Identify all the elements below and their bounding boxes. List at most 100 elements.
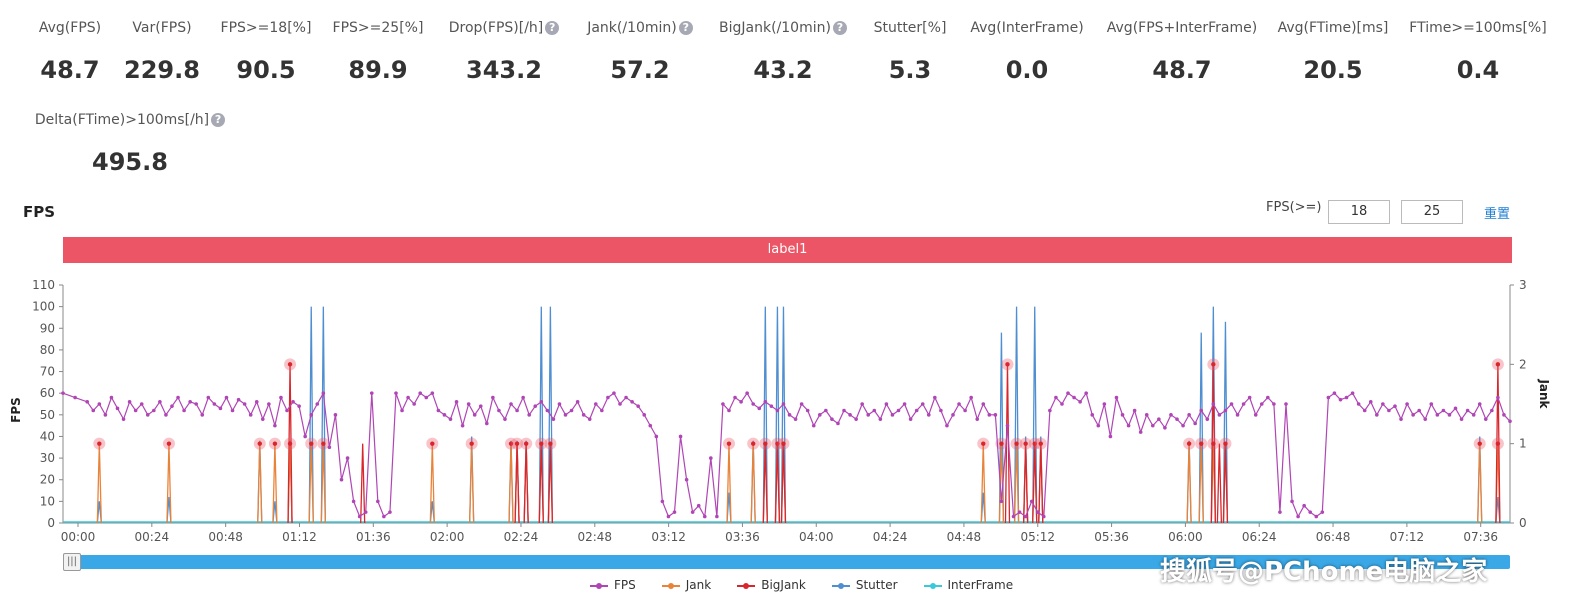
metric-value: 495.8	[92, 148, 168, 176]
series-fps-point	[636, 404, 640, 408]
series-fps-point	[194, 402, 198, 406]
series-fps-point	[587, 417, 592, 421]
series-fps-point	[533, 404, 538, 408]
legend-label: BigJank	[761, 578, 806, 592]
help-icon[interactable]: ?	[545, 21, 560, 35]
series-bigjank-point	[1005, 362, 1010, 367]
series-fps-point	[1114, 395, 1119, 400]
series-fps-point	[509, 402, 513, 406]
metric-label: Avg(FPS)	[38, 20, 102, 36]
series-fps-point	[1423, 417, 1428, 421]
series-bigjank-spike	[1038, 443, 1044, 524]
series-fps-point	[1368, 400, 1373, 404]
metric-label: Avg(InterFrame)	[970, 20, 1084, 36]
time-range-slider[interactable]	[63, 555, 1510, 569]
series-fps-point	[279, 395, 283, 400]
help-icon[interactable]: ?	[211, 113, 226, 127]
metric-value: 343.2	[466, 56, 542, 84]
legend-item-jank[interactable]: Jank	[661, 578, 712, 592]
metric-11: FTime>=100ms[%] 0.4	[1378, 18, 1578, 84]
series-bigjank-spike	[360, 443, 366, 524]
series-fps-point	[1387, 408, 1391, 413]
series-fps-point	[1011, 514, 1016, 519]
reset-button[interactable]: 重置	[1484, 207, 1511, 222]
series-fps-point	[1326, 395, 1331, 400]
series-fps-point	[254, 400, 259, 404]
series-fps-point	[848, 413, 852, 417]
series-fps-point	[182, 408, 186, 413]
series-fps-line	[62, 391, 1511, 519]
series-fps-point	[1490, 408, 1494, 413]
series-jank-point	[1223, 441, 1228, 446]
series-jank-spike	[429, 443, 435, 524]
series-fps-point	[781, 402, 786, 406]
help-icon[interactable]: ?	[832, 21, 847, 35]
legend-marker-icon	[661, 582, 680, 589]
series-fps-point	[1435, 413, 1440, 417]
series-fps-point	[1284, 402, 1288, 406]
series-fps-point	[382, 514, 386, 519]
legend-label: Jank	[685, 578, 712, 592]
legend-item-interframe[interactable]: InterFrame	[923, 578, 1014, 592]
x-tick-label: 02:24	[504, 530, 539, 544]
metric-label: FPS>=25[%]	[332, 20, 424, 36]
series-fps-point	[1314, 514, 1319, 519]
y-tick-label: 40	[40, 429, 55, 443]
fps-threshold-2-input[interactable]	[1401, 200, 1463, 224]
series-fps-point	[267, 402, 271, 406]
legend-item-fps[interactable]: FPS	[590, 578, 636, 592]
series-fps-point	[91, 408, 96, 413]
y2-tick-label: 1	[1519, 437, 1527, 451]
series-fps-point	[545, 408, 550, 413]
series-fps-point	[854, 417, 858, 421]
y-tick-label: 50	[40, 408, 55, 422]
series-fps-point	[121, 417, 126, 421]
series-stutter-spike	[320, 306, 326, 524]
legend-label: Stutter	[855, 578, 898, 592]
series-bigjank-spike	[514, 443, 520, 524]
series-fps-point	[1362, 408, 1367, 413]
legend-item-stutter[interactable]: Stutter	[831, 578, 898, 592]
series-jank-point	[97, 441, 102, 446]
metric-value: 89.9	[348, 56, 408, 84]
series-fps-point	[158, 400, 162, 404]
legend-marker-icon	[737, 582, 756, 589]
legend-item-bigjank[interactable]: BigJank	[737, 578, 806, 592]
y-tick-label: 110	[32, 278, 55, 292]
series-fps-point	[424, 395, 429, 400]
series-fps-point	[551, 417, 556, 421]
series-fps-point	[248, 413, 253, 417]
series-jank-spike	[1477, 443, 1483, 524]
series-stutter-spike	[308, 306, 314, 524]
series-fps-point	[1356, 402, 1361, 406]
series-fps-point	[1181, 423, 1185, 428]
series-fps-point	[1453, 406, 1458, 411]
series-stutter-spike	[998, 332, 1005, 524]
series-fps-point	[1465, 408, 1470, 413]
x-tick-label: 04:24	[873, 530, 908, 544]
series-stutter-spike	[1198, 332, 1204, 524]
fps-chart: 0 10 20 30 40 50 60 70 80 90 100 110 0 1 2 3 00:00 00:24 0…	[9, 278, 1551, 544]
legend-label: InterFrame	[947, 578, 1014, 592]
series-fps-point	[376, 499, 380, 504]
series-fps-point	[1042, 514, 1046, 519]
series-fps-point	[1266, 395, 1270, 400]
fps-threshold-1-input[interactable]	[1328, 200, 1390, 224]
series-jank-point	[1186, 441, 1192, 446]
help-icon[interactable]: ?	[678, 21, 693, 35]
series-fps-point	[1375, 413, 1379, 417]
series-jank-point	[1477, 441, 1482, 446]
slider-handle[interactable]: |||	[63, 553, 81, 571]
series-jank-spike	[96, 443, 102, 524]
series-fps-point	[775, 408, 780, 413]
series-fps-point	[333, 413, 338, 417]
series-fps-point	[1332, 391, 1337, 395]
metric-label: Jank(/10min)?	[540, 18, 740, 38]
fps-threshold-control: FPS(>=)	[1266, 200, 1463, 224]
series-fps-point	[460, 423, 465, 428]
series-fps-point	[987, 413, 992, 417]
series-fps-point	[981, 402, 986, 406]
series-fps-point	[721, 402, 725, 406]
series-fps-point	[1447, 413, 1452, 417]
series-fps-point	[914, 408, 919, 413]
